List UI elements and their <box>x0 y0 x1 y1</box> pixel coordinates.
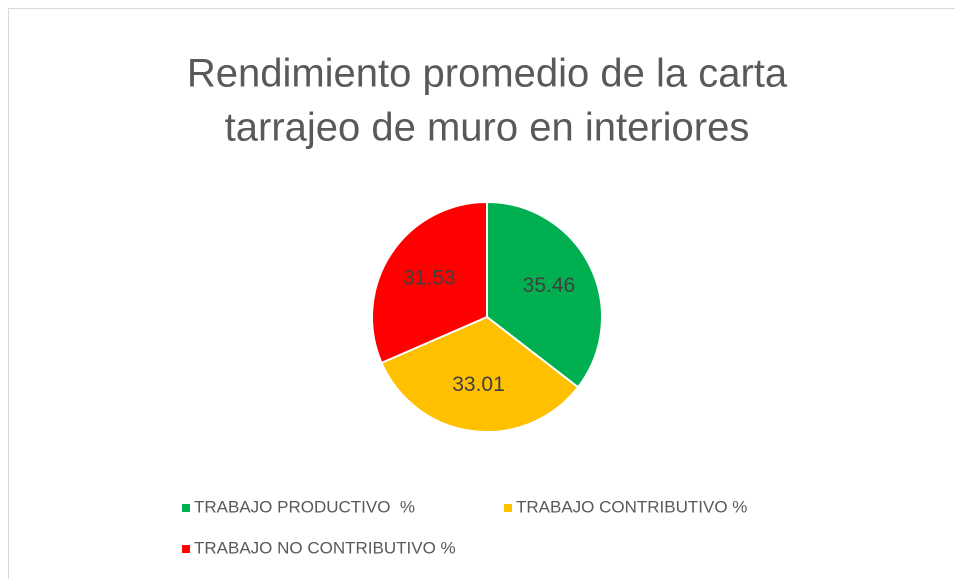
legend-swatch <box>504 504 512 512</box>
pie-slice <box>380 315 580 433</box>
data-label: 35.46 <box>523 274 576 297</box>
legend-label: TRABAJO NO CONTRIBUTIVO % <box>194 538 456 557</box>
legend-swatch <box>182 545 190 553</box>
data-label: 33.01 <box>452 373 505 396</box>
pie-slice <box>371 200 488 365</box>
legend-swatch <box>182 504 190 512</box>
chart-title: tarrajeo de muro en interiores <box>225 106 750 150</box>
pie-slice <box>486 200 603 389</box>
data-label: 31.53 <box>403 267 456 290</box>
legend-label: TRABAJO CONTRIBUTIVO % <box>516 497 747 516</box>
legend-label: TRABAJO PRODUCTIVO % <box>194 497 415 516</box>
chart-title: Rendimiento promedio de la carta <box>187 52 788 96</box>
